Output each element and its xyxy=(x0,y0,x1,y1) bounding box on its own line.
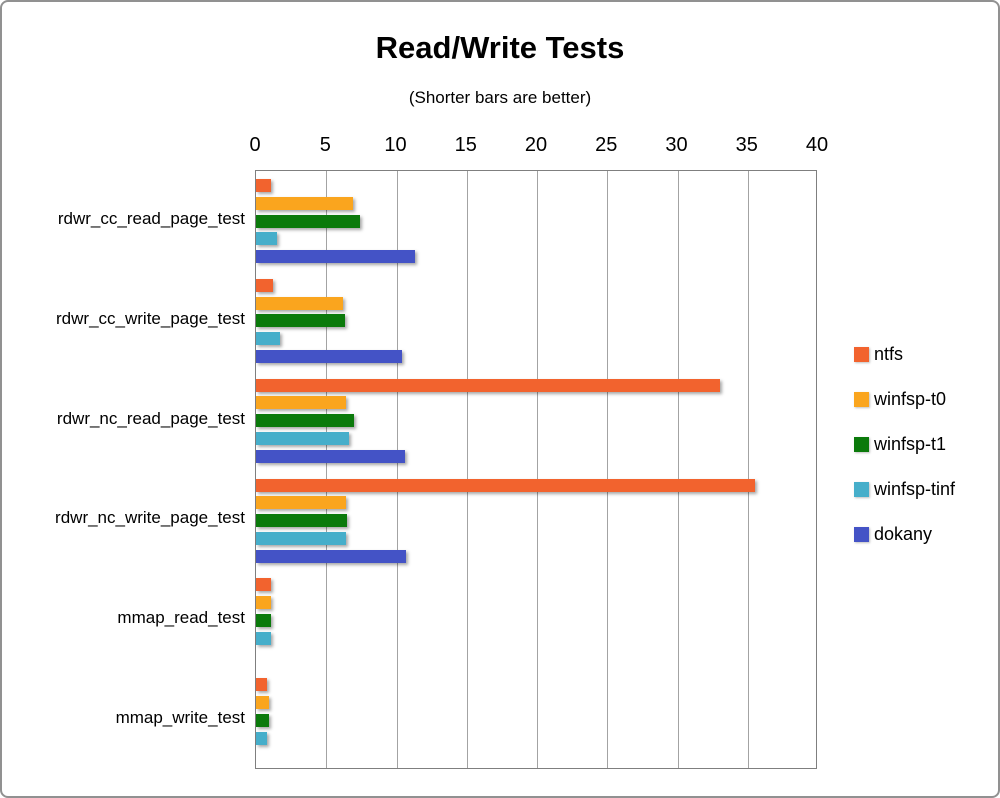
gridline xyxy=(466,171,468,768)
x-tick-label: 25 xyxy=(595,134,618,156)
bar-ntfs xyxy=(256,578,272,592)
bar-winfsp-t1 xyxy=(256,414,355,428)
legend-label: dokany xyxy=(874,524,933,544)
legend-item-ntfs: ntfs xyxy=(854,344,955,364)
x-tick-label: 35 xyxy=(735,134,758,156)
legend-swatch-icon xyxy=(854,347,869,362)
category-label: rdwr_nc_write_page_test xyxy=(55,508,245,528)
bar-winfsp-t1 xyxy=(256,613,271,627)
bar-winfsp-t1 xyxy=(256,214,360,228)
gridline xyxy=(677,171,679,768)
bar-winfsp-t1 xyxy=(256,514,348,528)
gridline xyxy=(607,171,609,768)
bar-winfsp-t0 xyxy=(256,496,346,510)
gridline xyxy=(537,171,538,768)
x-tick-label: 30 xyxy=(665,134,688,156)
bar-ntfs xyxy=(256,378,720,392)
bar-winfsp-tinf xyxy=(256,332,280,346)
bar-winfsp-t0 xyxy=(256,695,269,709)
x-axis: 0 5 10 15 20 25 30 35 40 xyxy=(2,134,998,160)
x-tick-label: 5 xyxy=(319,134,331,156)
legend-item-winfsp-t0: winfsp-t0 xyxy=(854,389,955,409)
bar-winfsp-t0 xyxy=(256,196,353,210)
legend-swatch-icon xyxy=(854,437,869,452)
x-tick-label: 40 xyxy=(805,134,829,156)
legend-label: ntfs xyxy=(874,344,904,364)
legend-label: winfsp-t1 xyxy=(874,434,947,454)
legend-swatch-icon xyxy=(854,392,869,407)
bar-winfsp-tinf xyxy=(256,731,268,745)
category-label: rdwr_cc_read_page_test xyxy=(57,208,245,228)
bar-winfsp-tinf xyxy=(256,432,349,446)
legend: ntfs winfsp-t0 winfsp-t1 winfsp-tinf dokany xyxy=(854,344,956,544)
x-tick-label: 0 xyxy=(249,134,261,156)
legend-label: winfsp-t0 xyxy=(874,389,947,409)
chart-title: Read/Write Tests xyxy=(375,30,625,65)
legend-swatch-icon xyxy=(854,527,869,542)
bar-winfsp-t0 xyxy=(256,596,272,610)
bar-winfsp-t0 xyxy=(256,296,344,310)
gridline xyxy=(747,171,749,768)
legend-item-winfsp-t1: winfsp-t1 xyxy=(854,434,955,454)
gridline xyxy=(396,171,398,768)
category-label: rdwr_cc_write_page_test xyxy=(56,308,245,328)
legend-item-dokany: dokany xyxy=(854,524,955,544)
x-tick-label: 15 xyxy=(454,134,477,156)
legend-swatch-icon xyxy=(854,482,869,497)
bar-dokany xyxy=(256,350,403,364)
x-tick-label: 20 xyxy=(524,134,548,156)
bar-winfsp-tinf xyxy=(256,232,278,246)
legend-label: winfsp-tinf xyxy=(874,479,956,499)
category-label: rdwr_nc_read_page_test xyxy=(56,408,245,428)
bar-winfsp-t0 xyxy=(256,396,346,410)
x-tick-label: 10 xyxy=(384,134,407,156)
gridline xyxy=(326,171,328,768)
bar-winfsp-t1 xyxy=(256,713,269,727)
bar-dokany xyxy=(256,449,405,463)
legend-item-winfsp-tinf: winfsp-tinf xyxy=(854,479,956,499)
bar-ntfs xyxy=(256,278,273,292)
chart-subtitle: (Shorter bars are better) xyxy=(408,88,592,107)
bar-ntfs xyxy=(256,678,268,692)
bar-dokany xyxy=(256,549,407,563)
bar-winfsp-tinf xyxy=(256,531,346,545)
plot-area xyxy=(255,170,817,769)
bar-winfsp-t1 xyxy=(256,314,345,328)
bar-ntfs xyxy=(256,478,755,492)
bar-ntfs xyxy=(256,179,272,192)
category-label: mmap_write_test xyxy=(115,708,245,728)
bar-dokany xyxy=(256,250,415,264)
category-label: mmap_read_test xyxy=(117,608,245,628)
bar-winfsp-tinf xyxy=(256,631,271,645)
